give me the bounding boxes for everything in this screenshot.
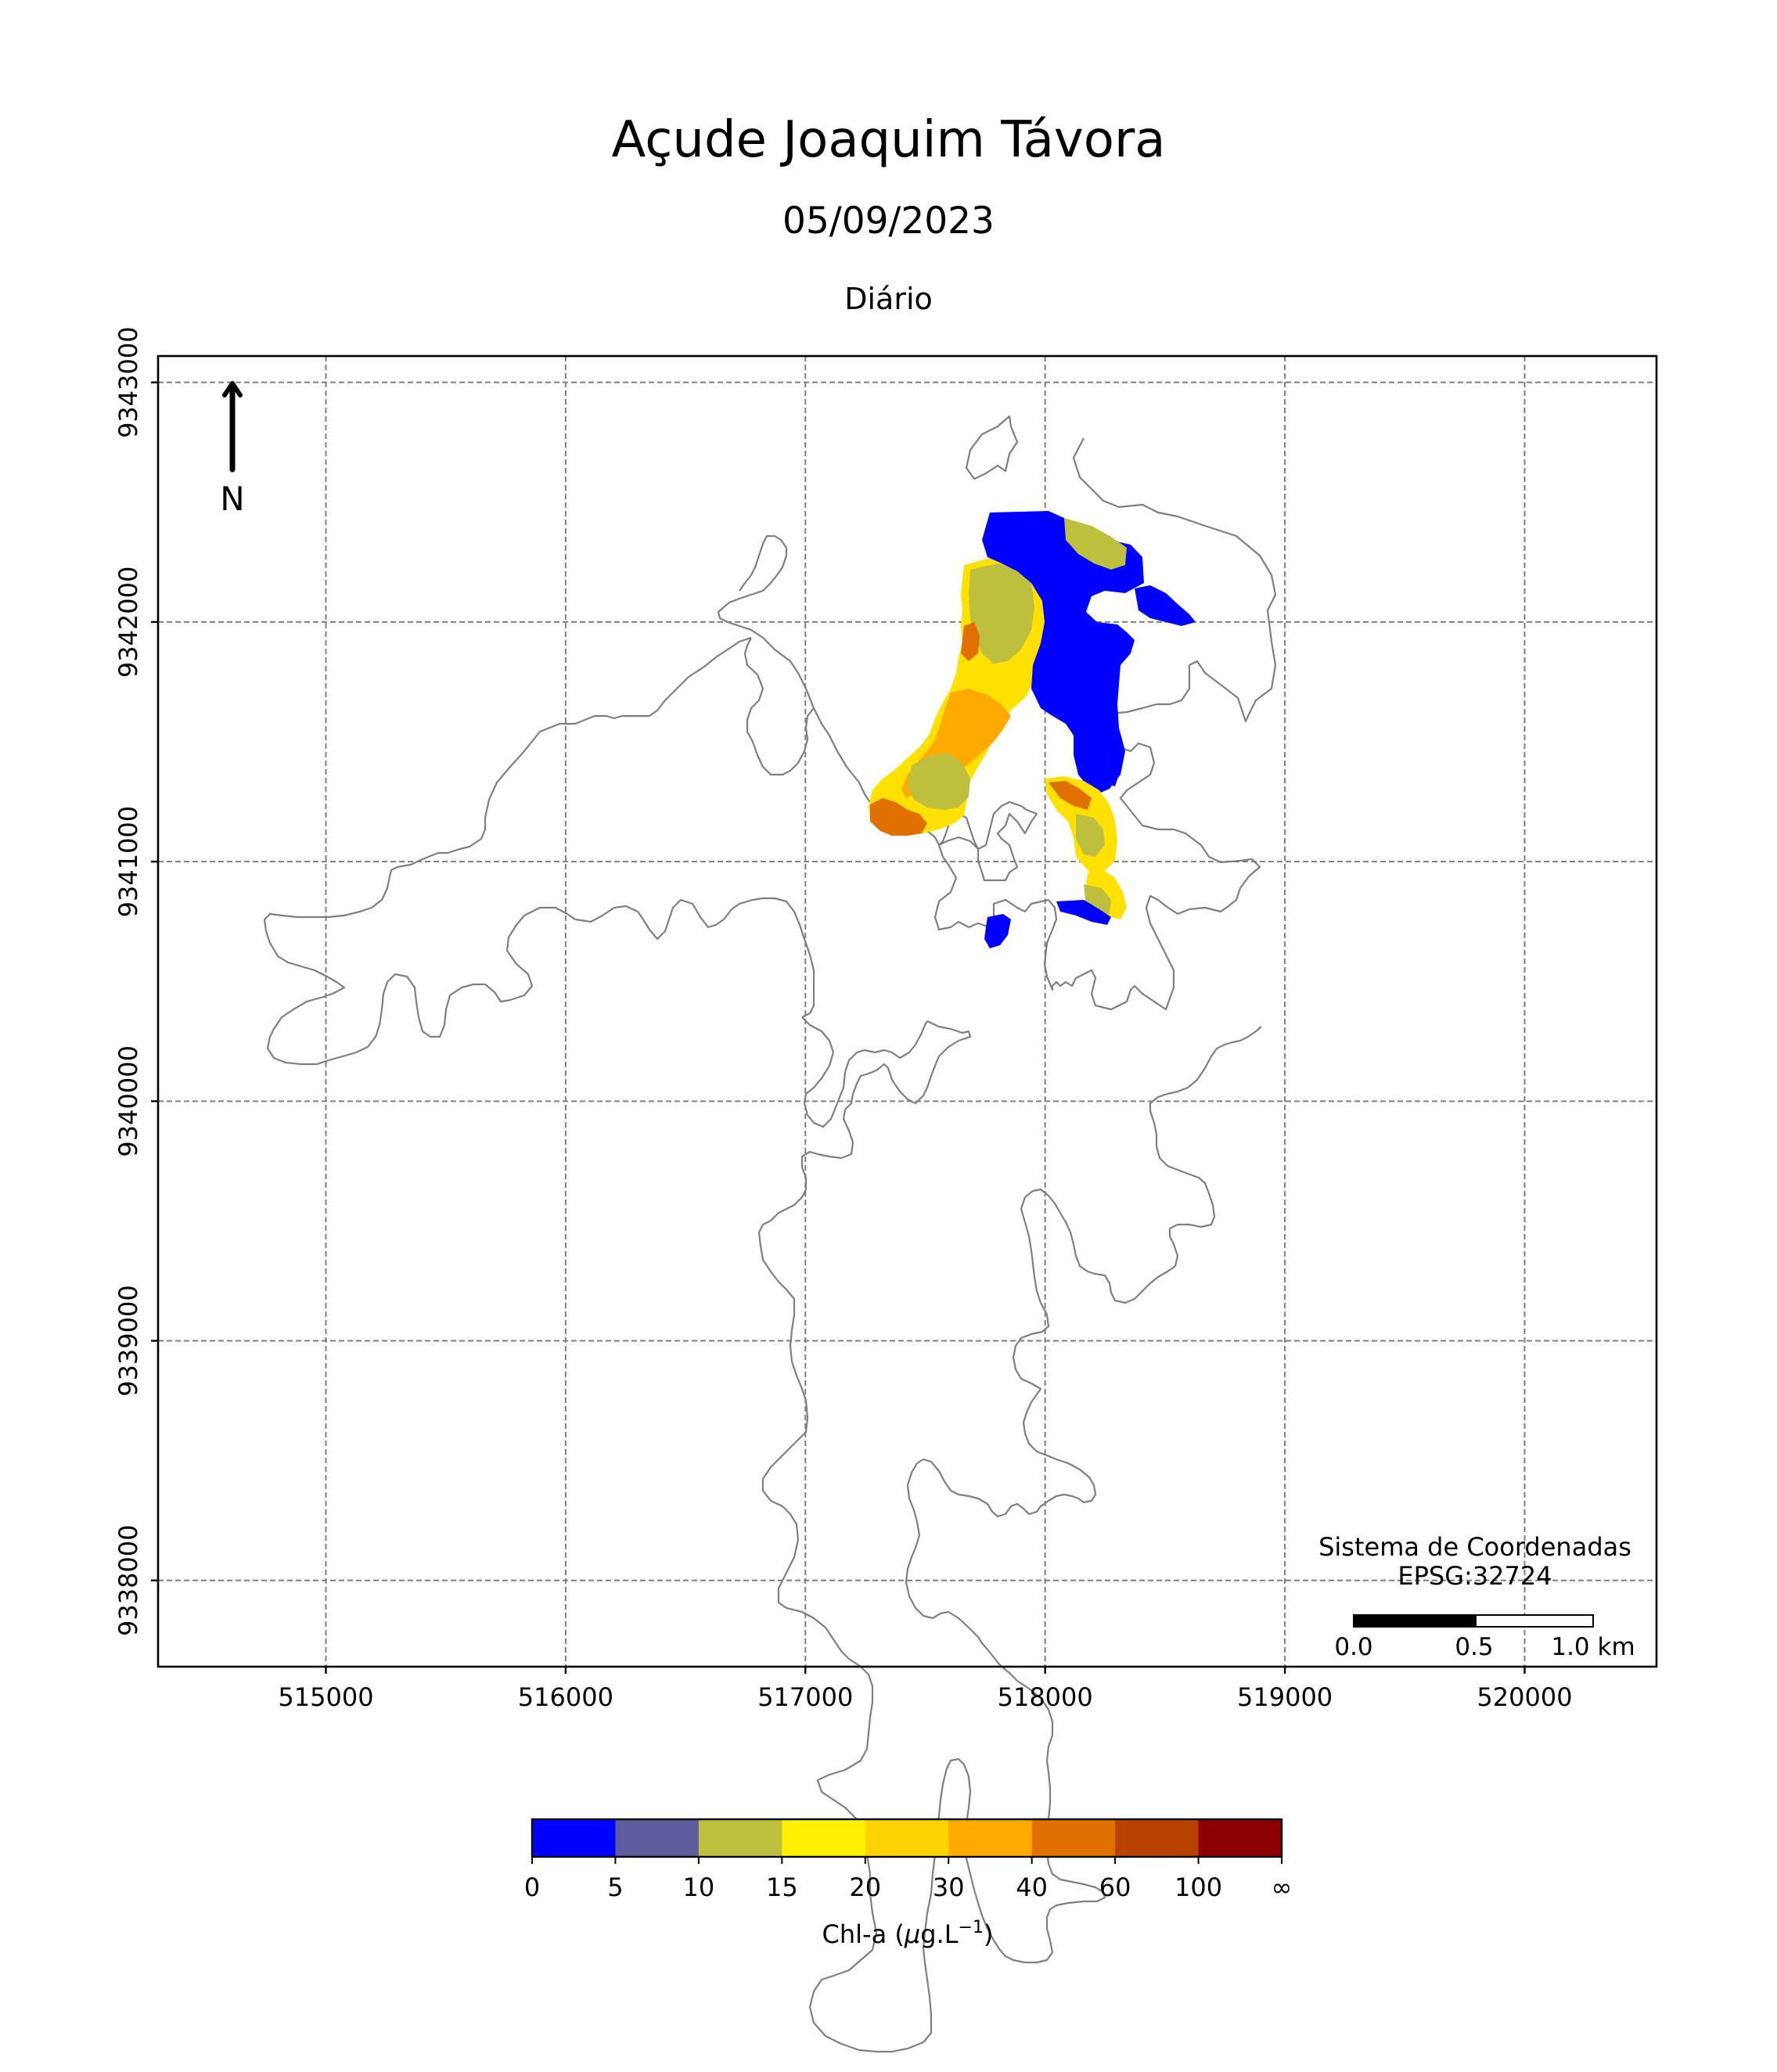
scale-bar: 0.0 0.5 1.0 km bbox=[1334, 1614, 1635, 1661]
colorbar-tick-label: 15 bbox=[766, 1872, 798, 1902]
y-tick-label: 9338000 bbox=[113, 1525, 143, 1637]
raster-olive-north bbox=[1064, 518, 1127, 570]
x-tick-label: 517000 bbox=[757, 1682, 853, 1712]
colorbar-tick-label: 10 bbox=[683, 1872, 715, 1902]
colorbar-tick-label: ∞ bbox=[1272, 1872, 1293, 1902]
map-period: Diário bbox=[844, 282, 933, 316]
north-label: N bbox=[220, 480, 244, 518]
colorbar-bin bbox=[615, 1819, 700, 1857]
x-tick-label: 520000 bbox=[1477, 1682, 1572, 1712]
x-tick-label: 519000 bbox=[1237, 1682, 1333, 1712]
colorbar-bin bbox=[1198, 1819, 1282, 1857]
map-title: Açude Joaquim Távora bbox=[611, 111, 1166, 169]
y-tick-label: 9342000 bbox=[113, 567, 143, 678]
y-axis-tick-labels: 9338000 9339000 9340000 9341000 9342000 93430… bbox=[113, 326, 143, 1636]
y-tick-label: 9343000 bbox=[113, 326, 143, 438]
raster-olive-east-channel bbox=[1076, 814, 1105, 857]
colorbar-bin bbox=[698, 1819, 782, 1857]
colorbar-bin bbox=[1115, 1819, 1200, 1857]
colorbar-tick-label: 100 bbox=[1174, 1872, 1222, 1902]
north-arrow: N bbox=[220, 381, 245, 518]
colorbar-bin bbox=[1031, 1819, 1116, 1857]
scale-label-1km: 1.0 km bbox=[1551, 1633, 1635, 1661]
y-tick-label: 9340000 bbox=[113, 1045, 143, 1157]
scale-bar-white-segment bbox=[1475, 1614, 1594, 1628]
scale-label-half: 0.5 bbox=[1455, 1633, 1493, 1661]
x-axis-tick-labels: 515000 516000 517000 518000 519000 520000 bbox=[278, 1682, 1572, 1712]
colorbar-tick-label: 0 bbox=[524, 1872, 540, 1902]
colorbar-frame bbox=[531, 1818, 1283, 1858]
y-tick-label: 9341000 bbox=[113, 806, 143, 918]
raster-darkorange-west bbox=[961, 622, 980, 661]
colorbar-tick-label: 5 bbox=[607, 1872, 623, 1902]
colorbar-bin bbox=[782, 1819, 866, 1857]
raster-blue-south-tip bbox=[1056, 900, 1111, 925]
raster-olive-west-arm bbox=[908, 753, 970, 810]
y-tick-label: 9339000 bbox=[113, 1285, 143, 1397]
colorbar-bin bbox=[532, 1819, 616, 1857]
colorbar-tick-labels: 0 5 10 15 20 30 40 60 100 ∞ bbox=[524, 1857, 1293, 1902]
colorbar-tick-label: 60 bbox=[1099, 1872, 1131, 1902]
raster-blue-north bbox=[982, 511, 1144, 794]
crs-label-line1: Sistema de Coordenadas bbox=[1318, 1532, 1631, 1562]
colorbar-tick-label: 20 bbox=[849, 1872, 881, 1902]
chlorophyll-raster bbox=[869, 511, 1196, 948]
colorbar-bin bbox=[948, 1819, 1033, 1857]
raster-blue-northeast bbox=[1135, 585, 1196, 626]
raster-orange-east-channel bbox=[1049, 781, 1092, 810]
scale-label-0: 0.0 bbox=[1334, 1633, 1372, 1661]
colorbar-tick-label: 30 bbox=[933, 1872, 965, 1902]
reservoir-outline bbox=[263, 415, 1277, 2053]
map-axes-frame bbox=[156, 354, 1658, 1668]
x-tick-label: 516000 bbox=[518, 1682, 613, 1712]
colorbar-legend bbox=[532, 1819, 1282, 1857]
x-tick-label: 518000 bbox=[998, 1682, 1093, 1712]
crs-label-line2: EPSG:32724 bbox=[1397, 1561, 1552, 1591]
raster-blue-east-channel bbox=[1092, 728, 1121, 786]
scale-bar-black-segment bbox=[1353, 1614, 1477, 1628]
colorbar-bin bbox=[865, 1819, 949, 1857]
x-tick-label: 515000 bbox=[278, 1682, 373, 1712]
raster-olive-central bbox=[969, 563, 1034, 664]
colorbar-tick-label: 40 bbox=[1016, 1872, 1048, 1902]
map-grid bbox=[151, 356, 1656, 1674]
colorbar-label: Chl-a (μg.L−1) bbox=[822, 1918, 994, 1949]
raster-blue-isolated bbox=[984, 914, 1011, 948]
north-arrow-head bbox=[222, 381, 243, 397]
map-date: 05/09/2023 bbox=[782, 200, 995, 243]
raster-orange-sw-tip bbox=[870, 798, 927, 836]
